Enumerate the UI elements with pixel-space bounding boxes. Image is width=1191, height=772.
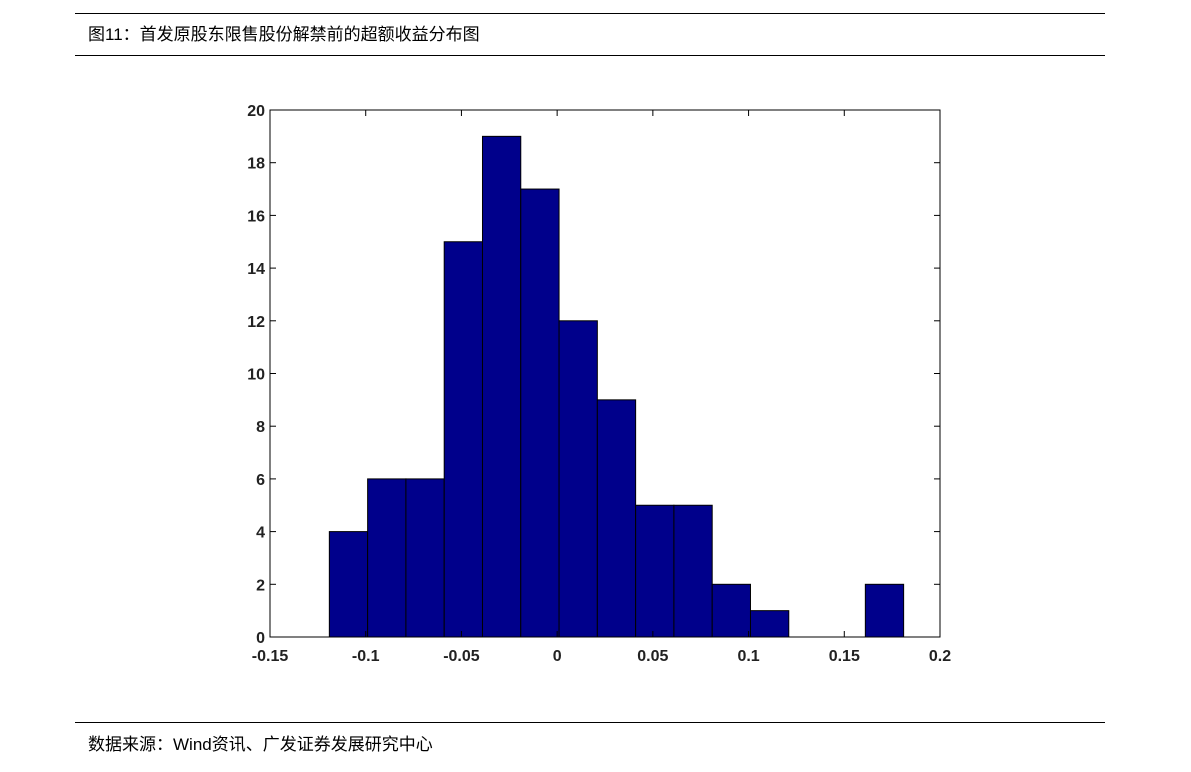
y-tick-label: 0 bbox=[256, 630, 265, 647]
top-rule bbox=[75, 13, 1105, 14]
y-tick-label: 20 bbox=[247, 103, 265, 120]
bar bbox=[558, 320, 598, 638]
y-tick-label: 12 bbox=[247, 314, 265, 331]
bar bbox=[443, 241, 483, 638]
y-tick-label: 10 bbox=[247, 367, 265, 384]
y-tick-label: 6 bbox=[256, 472, 265, 489]
y-tick-label: 16 bbox=[247, 208, 265, 225]
bar bbox=[520, 188, 560, 638]
y-tick-label: 18 bbox=[247, 156, 265, 173]
y-tick-label: 8 bbox=[256, 419, 265, 436]
bar bbox=[635, 504, 675, 638]
x-tick-label: 0.1 bbox=[737, 648, 759, 665]
y-tick-label: 14 bbox=[247, 261, 265, 278]
bar bbox=[367, 478, 407, 638]
source-note: 数据来源：Wind资讯、广发证券发展研究中心 bbox=[88, 735, 433, 754]
bar bbox=[749, 610, 790, 638]
bar bbox=[711, 583, 751, 638]
x-tick-label: 0.15 bbox=[829, 648, 860, 665]
bar bbox=[673, 504, 713, 638]
bar bbox=[481, 135, 522, 638]
bar bbox=[596, 399, 637, 638]
bar bbox=[864, 583, 905, 638]
bar bbox=[405, 478, 445, 638]
x-tick-label: 0 bbox=[553, 648, 562, 665]
x-tick-label: 0.05 bbox=[637, 648, 668, 665]
bar bbox=[328, 531, 369, 638]
x-tick-label: -0.05 bbox=[443, 648, 480, 665]
figure-title: 图11：首发原股东限售股份解禁前的超额收益分布图 bbox=[88, 25, 480, 44]
title-rule bbox=[75, 55, 1105, 56]
y-tick-label: 2 bbox=[256, 577, 265, 594]
source-rule bbox=[75, 722, 1105, 723]
y-tick-label: 4 bbox=[256, 525, 265, 542]
x-tick-label: 0.2 bbox=[929, 648, 951, 665]
x-tick-label: -0.15 bbox=[252, 648, 289, 665]
x-tick-label: -0.1 bbox=[352, 648, 380, 665]
